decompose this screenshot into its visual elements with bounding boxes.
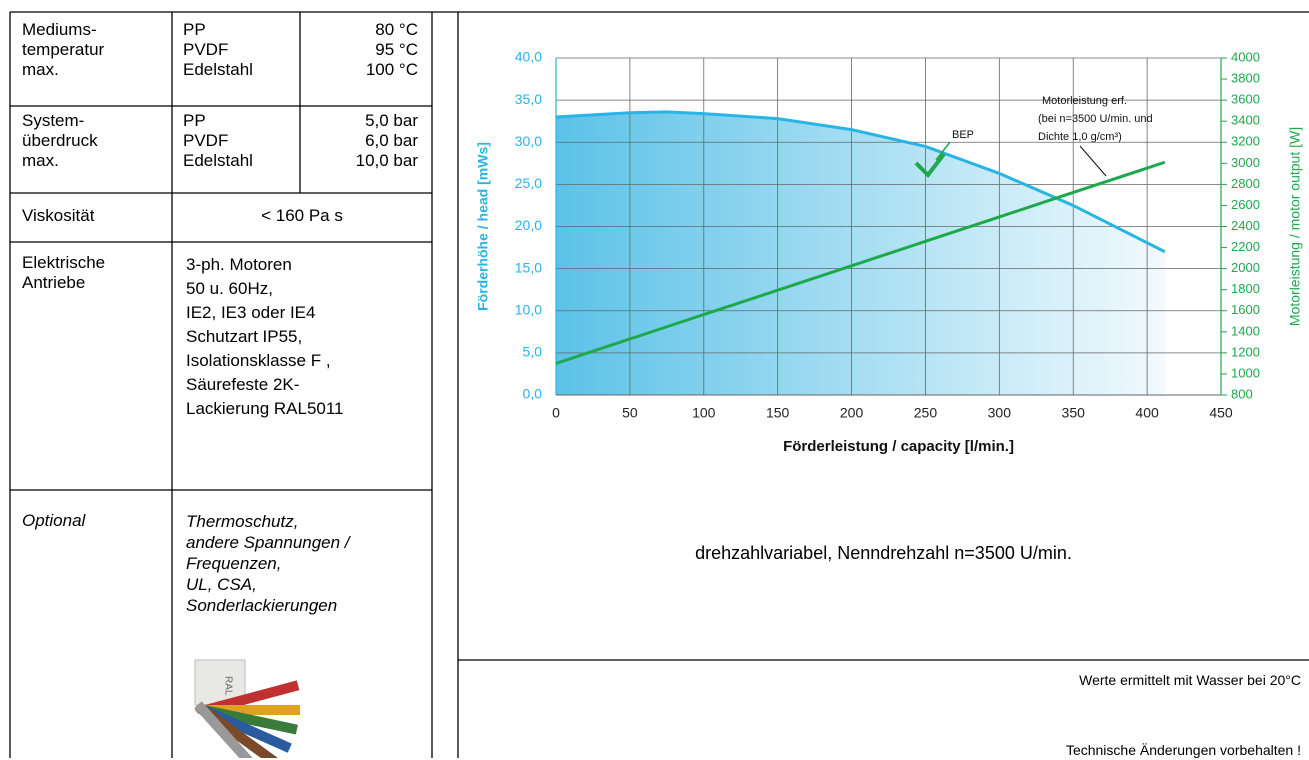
y2-tick-label: 1600	[1231, 302, 1260, 317]
y2-tick-label: 4000	[1231, 49, 1260, 64]
y-tick-label: 30,0	[515, 133, 542, 149]
annotation-leader	[1079, 145, 1107, 177]
y2-tick-label: 1400	[1231, 323, 1260, 338]
y-tick-label: 35,0	[515, 91, 542, 107]
x-tick-label: 400	[1135, 405, 1159, 421]
y2-tick-label: 2000	[1231, 260, 1260, 275]
y2-tick-label: 2200	[1231, 239, 1260, 254]
row-label: Elektrische Antriebe	[22, 253, 106, 292]
x-tick-label: 150	[766, 405, 790, 421]
row-label: Mediums-temperatur max.	[22, 20, 105, 79]
values: Thermoschutz, andere Spannungen / Frequenz…	[186, 512, 350, 615]
note: Werte ermittelt mit Wasser bei 20°C	[1079, 672, 1301, 688]
svg-text:RAL: RAL	[222, 676, 233, 696]
y2-tick-label: 2800	[1231, 176, 1260, 191]
y-tick-label: 20,0	[515, 217, 542, 233]
y2-tick-label: 3800	[1231, 71, 1260, 86]
annotation: BEP	[952, 129, 974, 141]
y2-tick-label: 2400	[1231, 218, 1260, 233]
chart: 0,0 5,0 10,0 15,0 20,0 25,0 30,0 35,0 40,0 0 50 100…	[475, 49, 1303, 455]
row-label: Optional	[22, 511, 86, 530]
y-axis-title: Förderhöhe / head [mWs]	[475, 142, 491, 311]
note: drehzahlvariabel, Nenndrehzahl n=3500 U/…	[695, 543, 1072, 563]
y2-tick-label: 1000	[1231, 365, 1260, 380]
bep-leader	[935, 141, 951, 161]
y2-tick-label: 1200	[1231, 344, 1260, 359]
row-label: Viskosität	[22, 206, 95, 225]
x-tick-label: 200	[840, 405, 864, 421]
row-label: System-überdruck max.	[22, 111, 98, 170]
x-tick-label: 250	[914, 405, 938, 421]
x-axis-title: Förderleistung / capacity [l/min.]	[783, 438, 1014, 455]
values: 5,0 bar 6,0 bar 10,0 bar	[355, 111, 418, 170]
y-tick-label: 10,0	[515, 301, 542, 317]
y2-tick-label: 3200	[1231, 134, 1260, 149]
y-tick-label: 15,0	[515, 259, 542, 275]
values: 80 °C 95 °C 100 °C	[365, 20, 418, 79]
values: < 160 Pa s	[261, 206, 343, 225]
x-tick-label: 350	[1062, 405, 1086, 421]
annotation: Dichte 1,0 g/cm³)	[1038, 131, 1122, 143]
bep-check	[914, 152, 946, 179]
y-tick-label: 5,0	[523, 344, 543, 360]
y-tick-label: 0,0	[523, 386, 543, 402]
note: Technische Änderungen vorbehalten !	[1065, 742, 1301, 758]
series-line	[555, 160, 1166, 365]
annotation: (bei n=3500 U/min. und	[1038, 113, 1153, 125]
ral-fan: RAL	[194, 659, 300, 758]
y2-tick-label: 3400	[1231, 113, 1260, 128]
y2-tick-label: 3000	[1231, 155, 1260, 170]
annotation: Motorleistung erf.	[1042, 95, 1127, 107]
x-tick-label: 0	[552, 405, 560, 421]
y2-axis-title: Motorleistung / motor output [W]	[1287, 127, 1303, 326]
y2-tick-label: 800	[1231, 386, 1253, 401]
materials: PP PVDF Edelstahl	[183, 20, 253, 79]
y2-tick-label: 1800	[1231, 281, 1260, 296]
y2-tick-label: 2600	[1231, 197, 1260, 212]
x-tick-label: 300	[988, 405, 1012, 421]
y-tick-label: 40,0	[515, 49, 542, 65]
x-tick-label: 100	[692, 405, 716, 421]
series-line	[555, 110, 1166, 254]
x-tick-label: 50	[622, 405, 638, 421]
head-area	[556, 111, 1165, 396]
x-tick-label: 450	[1209, 405, 1233, 421]
materials: PP PVDF Edelstahl	[183, 111, 253, 170]
y2-tick-label: 3600	[1231, 92, 1260, 107]
y-tick-label: 25,0	[515, 175, 542, 191]
values: 3-ph. Motoren 50 u. 60Hz, IE2, IE3 oder IE…	[186, 255, 344, 418]
